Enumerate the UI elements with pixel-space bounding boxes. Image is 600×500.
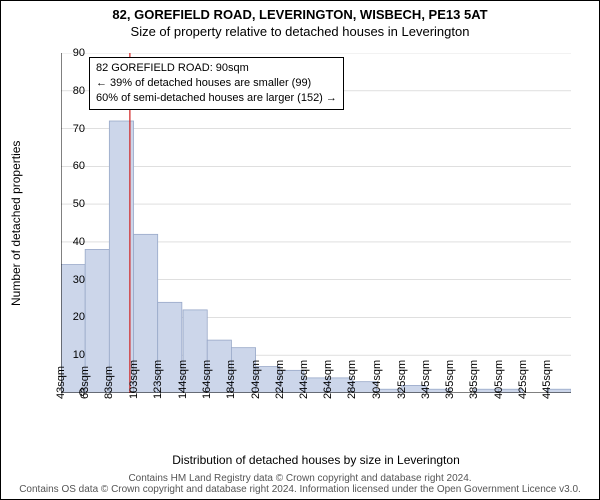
y-tick-label: 10 bbox=[55, 349, 85, 361]
annotation-line-1: 82 GOREFIELD ROAD: 90sqm bbox=[96, 61, 337, 76]
y-axis-label: Number of detached properties bbox=[9, 53, 23, 393]
bars bbox=[61, 121, 571, 393]
footer: Contains HM Land Registry data © Crown c… bbox=[1, 473, 599, 499]
x-tick-label: 103sqm bbox=[128, 360, 140, 399]
x-tick-label: 63sqm bbox=[79, 366, 91, 399]
x-tick-label: 184sqm bbox=[225, 360, 237, 399]
x-tick-label: 365sqm bbox=[444, 360, 456, 399]
y-tick-label: 60 bbox=[55, 160, 85, 172]
y-tick-label: 50 bbox=[55, 198, 85, 210]
x-tick-label: 425sqm bbox=[517, 360, 529, 399]
x-tick-label: 83sqm bbox=[103, 366, 115, 399]
x-tick-label: 284sqm bbox=[346, 360, 358, 399]
x-tick-label: 224sqm bbox=[274, 360, 286, 399]
y-tick-label: 30 bbox=[55, 274, 85, 286]
y-tick-label: 20 bbox=[55, 311, 85, 323]
annotation-line-3: 60% of semi-detached houses are larger (… bbox=[96, 91, 337, 106]
x-tick-label: 325sqm bbox=[396, 360, 408, 399]
x-tick-label: 385sqm bbox=[468, 360, 480, 399]
x-tick-label: 405sqm bbox=[493, 360, 505, 399]
x-tick-label: 43sqm bbox=[55, 366, 67, 399]
x-tick-label: 244sqm bbox=[298, 360, 310, 399]
x-tick-label: 445sqm bbox=[541, 360, 553, 399]
annotation-line-2: ← 39% of detached houses are smaller (99… bbox=[96, 76, 337, 91]
page-subtitle: Size of property relative to detached ho… bbox=[1, 22, 599, 39]
x-tick-label: 144sqm bbox=[177, 360, 189, 399]
x-tick-label: 264sqm bbox=[322, 360, 334, 399]
x-tick-label: 304sqm bbox=[371, 360, 383, 399]
annotation-box: 82 GOREFIELD ROAD: 90sqm ← 39% of detach… bbox=[89, 57, 344, 110]
x-axis-label: Distribution of detached houses by size … bbox=[61, 453, 571, 467]
x-tick-label: 204sqm bbox=[250, 360, 262, 399]
y-tick-label: 40 bbox=[55, 236, 85, 248]
x-tick-label: 345sqm bbox=[420, 360, 432, 399]
y-tick-label: 70 bbox=[55, 123, 85, 135]
y-tick-label: 90 bbox=[55, 47, 85, 59]
chart-container: 82, GOREFIELD ROAD, LEVERINGTON, WISBECH… bbox=[0, 0, 600, 500]
x-tick-label: 164sqm bbox=[201, 360, 213, 399]
page-title: 82, GOREFIELD ROAD, LEVERINGTON, WISBECH… bbox=[1, 1, 599, 22]
x-tick-label: 123sqm bbox=[152, 360, 164, 399]
footer-line-2: Contains OS data © Crown copyright and d… bbox=[1, 484, 599, 495]
y-tick-label: 80 bbox=[55, 85, 85, 97]
footer-line-1: Contains HM Land Registry data © Crown c… bbox=[1, 473, 599, 484]
